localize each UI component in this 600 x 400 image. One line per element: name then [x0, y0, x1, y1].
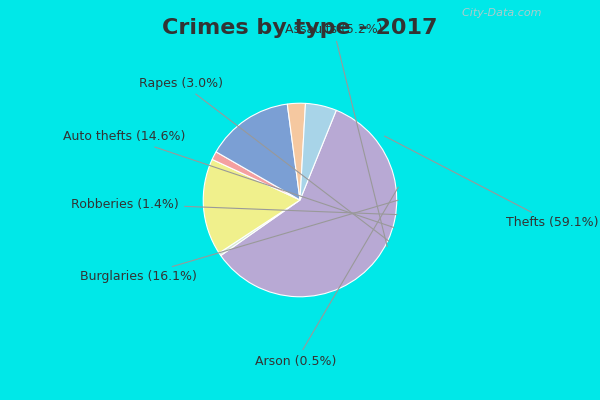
Text: Burglaries (16.1%): Burglaries (16.1%): [80, 200, 398, 283]
Wedge shape: [221, 110, 397, 297]
Wedge shape: [287, 103, 305, 200]
Text: Robberies (1.4%): Robberies (1.4%): [71, 198, 397, 215]
Text: Assaults (5.2%): Assaults (5.2%): [285, 23, 387, 247]
Text: Auto thefts (14.6%): Auto thefts (14.6%): [64, 130, 394, 228]
Wedge shape: [219, 200, 300, 256]
Text: City-Data.com: City-Data.com: [455, 8, 542, 18]
Wedge shape: [203, 160, 300, 253]
Wedge shape: [216, 104, 300, 200]
Text: Arson (0.5%): Arson (0.5%): [255, 187, 398, 368]
Text: Thefts (59.1%): Thefts (59.1%): [385, 136, 598, 229]
Text: Rapes (3.0%): Rapes (3.0%): [139, 76, 389, 241]
Wedge shape: [300, 103, 336, 200]
Wedge shape: [212, 152, 300, 200]
Text: Crimes by type - 2017: Crimes by type - 2017: [162, 18, 438, 38]
